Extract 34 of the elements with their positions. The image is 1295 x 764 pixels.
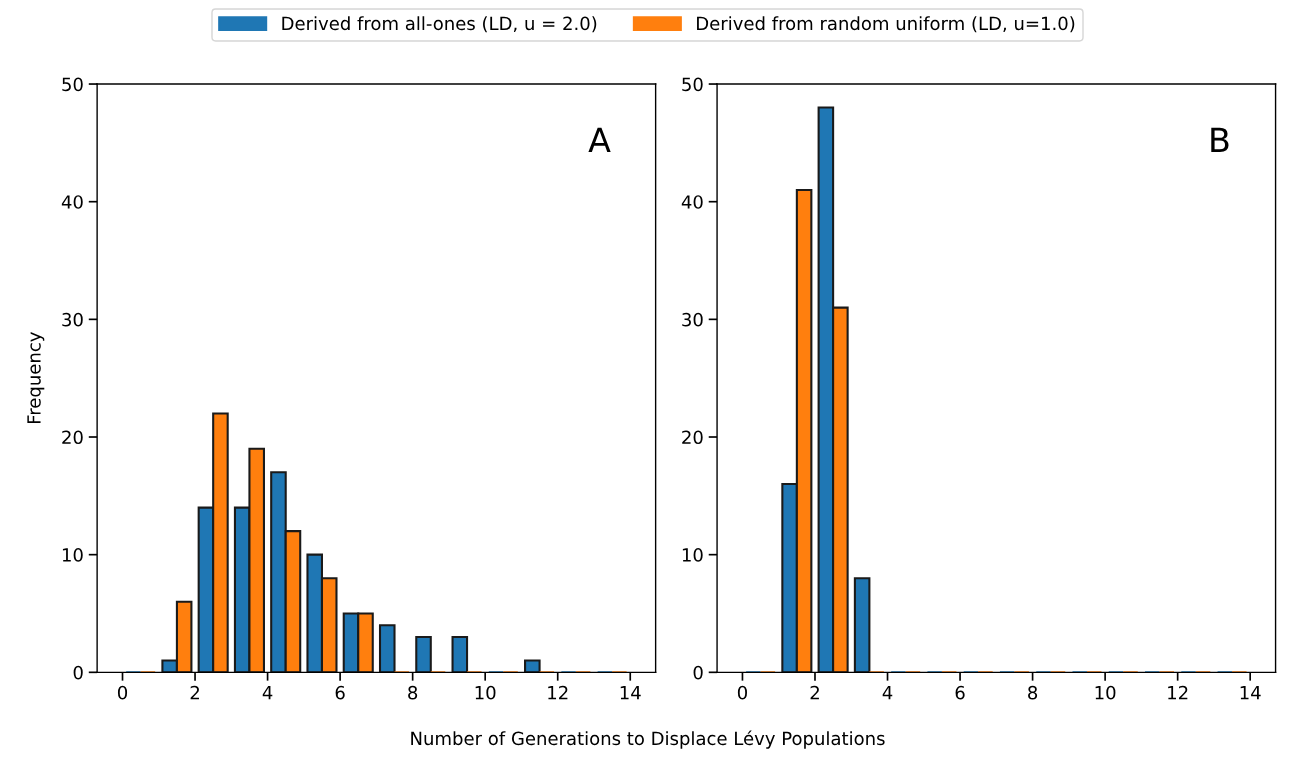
y-tick-label: 40 <box>681 195 703 209</box>
x-tick-label: 12 <box>548 685 568 700</box>
x-tick-label: 10 <box>475 685 496 700</box>
legend-label: Derived from all-ones (LD, u = 2.0) <box>282 16 597 33</box>
x-tick-label: 6 <box>955 685 965 700</box>
x-axis-title: Number of Generations to Displace Lévy Populations <box>411 730 885 749</box>
x-tick-label: 10 <box>1095 685 1116 700</box>
x-tick-label: 4 <box>262 686 273 700</box>
y-axis-title: Frequency <box>27 332 45 424</box>
y-tick-label: 20 <box>62 430 83 445</box>
x-tick-label: 0 <box>737 685 747 700</box>
y-tick-label: 0 <box>73 665 83 680</box>
y-tick-label: 50 <box>62 77 83 92</box>
y-tick-label: 10 <box>682 548 703 562</box>
y-tick-label: 30 <box>682 312 703 327</box>
x-tick-label: 4 <box>882 686 893 700</box>
x-tick-label: 0 <box>117 685 128 700</box>
x-tick-label: 2 <box>190 685 199 700</box>
annotation: B <box>1211 127 1229 153</box>
x-tick-label: 14 <box>1240 686 1261 700</box>
x-tick-label: 8 <box>408 685 418 700</box>
y-tick-label: 20 <box>682 430 703 445</box>
annotation: A <box>588 127 611 153</box>
x-tick-label: 2 <box>810 685 819 700</box>
y-tick-label: 10 <box>62 548 83 562</box>
x-tick-label: 6 <box>335 685 345 700</box>
x-tick-label: 8 <box>1028 685 1038 700</box>
legend-label: Derived from random uniform (LD, u=1.0) <box>697 16 1075 33</box>
y-tick-label: 50 <box>682 77 703 92</box>
y-tick-label: 0 <box>693 665 703 680</box>
x-tick-label: 14 <box>620 686 641 700</box>
y-tick-label: 30 <box>62 312 83 327</box>
x-tick-label: 12 <box>1168 685 1188 700</box>
y-tick-label: 40 <box>61 195 83 209</box>
